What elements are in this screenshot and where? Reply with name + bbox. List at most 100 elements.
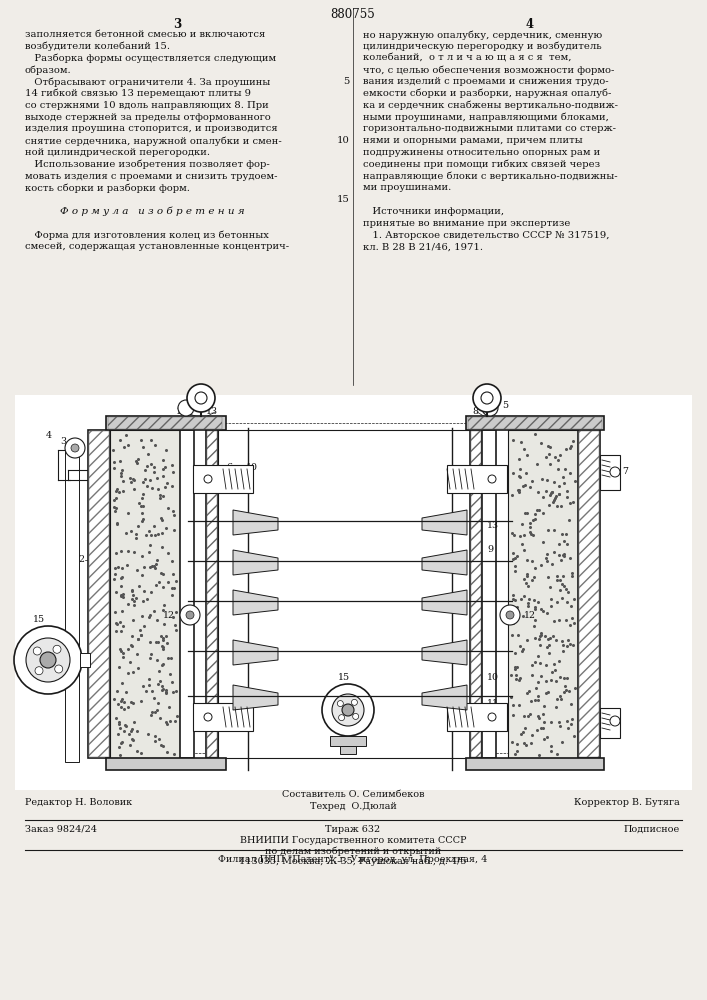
Bar: [579, 431, 599, 757]
Text: цилиндрическую перегородку и возбудитель: цилиндрическую перегородку и возбудитель: [363, 42, 602, 51]
Text: образом.: образом.: [25, 65, 71, 75]
Circle shape: [351, 699, 358, 705]
Text: снятие сердечника, наружной опалубки и смен-: снятие сердечника, наружной опалубки и с…: [25, 136, 282, 146]
Text: 1. Авторское свидетельство СССР № 317519,: 1. Авторское свидетельство СССР № 317519…: [363, 231, 609, 240]
Circle shape: [473, 384, 501, 412]
Bar: [110, 430, 180, 758]
Text: 12: 12: [163, 610, 175, 619]
Circle shape: [187, 384, 215, 412]
Text: 113035, Москва, Ж-35, Раушская наб., д. 4/5: 113035, Москва, Ж-35, Раушская наб., д. …: [239, 856, 467, 865]
Bar: [106, 416, 226, 430]
Text: 9: 9: [487, 546, 493, 554]
Text: ка и сердечник снабжены вертикально-подвиж-: ка и сердечник снабжены вертикально-подв…: [363, 101, 618, 110]
Circle shape: [186, 611, 194, 619]
Circle shape: [332, 694, 364, 726]
Bar: [15, 395, 692, 790]
Text: 10: 10: [487, 674, 499, 682]
Text: 15: 15: [337, 195, 350, 204]
Bar: [578, 430, 600, 758]
Circle shape: [35, 667, 43, 675]
Circle shape: [506, 611, 514, 619]
Text: 3: 3: [60, 438, 66, 446]
Bar: [466, 416, 604, 430]
Text: кл. В 28 В 21/46, 1971.: кл. В 28 В 21/46, 1971.: [363, 242, 483, 251]
Text: изделия проушина стопорится, и производится: изделия проушина стопорится, и производи…: [25, 124, 278, 133]
Text: мовать изделия с проемами и снизить трудоем-: мовать изделия с проемами и снизить труд…: [25, 172, 278, 181]
Text: емкости сборки и разборки, наружная опалуб-: емкости сборки и разборки, наружная опал…: [363, 89, 612, 99]
Polygon shape: [233, 640, 278, 665]
Text: Корректор В. Бутяга: Корректор В. Бутяга: [574, 798, 680, 807]
Text: 15: 15: [338, 674, 350, 682]
Circle shape: [180, 605, 200, 625]
Text: со стержнями 10 вдоль направляющих 8. При: со стержнями 10 вдоль направляющих 8. Пр…: [25, 101, 269, 110]
Bar: [88, 430, 110, 758]
Circle shape: [204, 475, 212, 483]
Bar: [80, 653, 90, 667]
Text: 2: 2: [78, 556, 84, 564]
Text: 7: 7: [622, 468, 628, 477]
Bar: [180, 430, 194, 758]
Bar: [470, 430, 482, 758]
Bar: [218, 430, 482, 758]
Circle shape: [195, 392, 207, 404]
Circle shape: [33, 647, 41, 655]
Bar: [65, 444, 79, 762]
Text: 10: 10: [337, 136, 350, 145]
Circle shape: [71, 444, 79, 452]
Text: Использование изобретения позволяет фор-: Использование изобретения позволяет фор-: [25, 160, 270, 169]
Circle shape: [482, 400, 498, 416]
Circle shape: [500, 605, 520, 625]
Polygon shape: [233, 590, 278, 615]
Circle shape: [610, 716, 620, 726]
Bar: [466, 758, 604, 770]
Circle shape: [610, 467, 620, 477]
Bar: [447, 465, 507, 493]
Text: 4: 4: [526, 18, 534, 31]
Text: подпружинены относительно опорных рам и: подпружинены относительно опорных рам и: [363, 148, 600, 157]
Text: Ф о р м у л а   и з о б р е т е н и я: Ф о р м у л а и з о б р е т е н и я: [60, 207, 245, 217]
Text: ными проушинами, направляющими блоками,: ными проушинами, направляющими блоками,: [363, 113, 609, 122]
Circle shape: [40, 652, 56, 668]
Circle shape: [488, 475, 496, 483]
Bar: [108, 417, 222, 429]
Text: колебаний,  о т л и ч а ю щ а я с я  тем,: колебаний, о т л и ч а ю щ а я с я тем,: [363, 54, 571, 63]
Text: 1: 1: [176, 406, 182, 416]
Text: ной цилиндрической перегородки.: ной цилиндрической перегородки.: [25, 148, 210, 157]
Circle shape: [178, 400, 194, 416]
Text: Отбрасывают ограничители 4. За проушины: Отбрасывают ограничители 4. За проушины: [25, 77, 270, 87]
Circle shape: [481, 392, 493, 404]
Circle shape: [53, 645, 61, 653]
Text: по делам изобретений и открытий: по делам изобретений и открытий: [265, 846, 441, 856]
Text: кость сборки и разборки форм.: кость сборки и разборки форм.: [25, 183, 190, 193]
Bar: [106, 758, 226, 770]
Text: нями и опорными рамами, причем плиты: нями и опорными рамами, причем плиты: [363, 136, 583, 145]
Text: вания изделий с проемами и снижения трудо-: вания изделий с проемами и снижения труд…: [363, 77, 609, 86]
Text: Форма для изготовления колец из бетонных: Форма для изготовления колец из бетонных: [25, 231, 269, 240]
Text: 3: 3: [173, 18, 181, 31]
Text: принятые во внимание при экспертизе: принятые во внимание при экспертизе: [363, 219, 571, 228]
Text: 880755: 880755: [331, 8, 375, 21]
Text: возбудители колебаний 15.: возбудители колебаний 15.: [25, 42, 170, 51]
Text: 5: 5: [502, 400, 508, 410]
Text: 13: 13: [487, 520, 499, 530]
Text: Редактор Н. Воловик: Редактор Н. Воловик: [25, 798, 132, 807]
Bar: [600, 455, 620, 490]
Circle shape: [353, 713, 358, 719]
Polygon shape: [422, 590, 467, 615]
Text: 14 гибкой связью 13 перемещают плиты 9: 14 гибкой связью 13 перемещают плиты 9: [25, 89, 251, 99]
Circle shape: [26, 638, 70, 682]
Text: ВНИИПИ Государственного комитета СССР: ВНИИПИ Государственного комитета СССР: [240, 836, 466, 845]
Polygon shape: [233, 510, 278, 535]
Text: Подписное: Подписное: [624, 825, 680, 834]
Text: 8: 8: [472, 406, 478, 416]
Bar: [471, 431, 481, 757]
Text: Разборка формы осуществляется следующим: Разборка формы осуществляется следующим: [25, 54, 276, 63]
Bar: [482, 430, 496, 758]
Text: ми проушинами.: ми проушинами.: [363, 183, 451, 192]
Text: Техред  О.Дюлай: Техред О.Дюлай: [310, 802, 397, 811]
Circle shape: [488, 713, 496, 721]
Circle shape: [14, 626, 82, 694]
Circle shape: [204, 713, 212, 721]
Bar: [89, 431, 109, 757]
Circle shape: [339, 715, 344, 721]
